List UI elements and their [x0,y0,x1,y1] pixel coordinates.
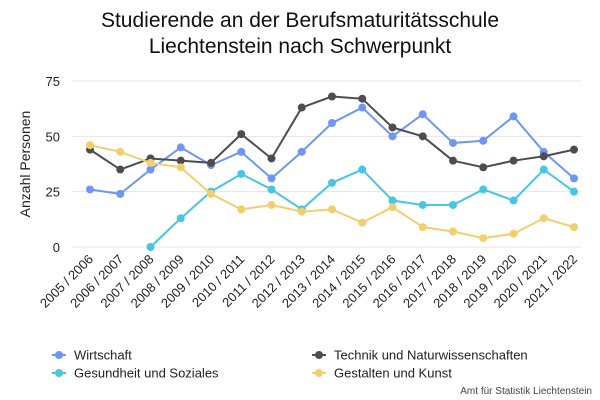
data-point [237,169,246,178]
legend-label: Technik und Naturwissenschaften [334,348,528,363]
data-point [388,196,397,205]
legend-item: Technik und Naturwissenschaften [312,348,528,363]
series-2 [146,165,578,251]
data-point [449,156,457,165]
data-point [388,203,397,212]
data-point [418,200,427,209]
legend-item: Gesundheit und Soziales [52,366,219,381]
legend-marker [315,351,323,359]
data-point [176,143,185,152]
data-point [358,165,367,174]
data-point [509,229,518,238]
data-point [86,141,94,150]
chart-title-line-2: Liechtenstein nach Schwerpunkt [149,35,452,58]
data-point [418,110,427,119]
data-point [570,223,578,232]
data-point [237,205,246,214]
series-line [89,95,575,171]
data-point [207,158,215,167]
data-point [570,187,578,196]
data-point [146,243,155,251]
legend-marker [55,369,63,377]
y-tick-labels: 0 25 50 75 [46,74,60,255]
data-point [267,185,276,194]
grid-lines [72,80,582,248]
legend-item: Gestalten und Kunst [312,366,452,381]
data-point [267,154,276,163]
series-3 [86,141,578,243]
data-point [358,103,367,112]
y-tick-label: 25 [46,185,60,200]
data-point [509,196,518,205]
data-point [358,94,367,103]
series-lines [86,92,578,251]
y-axis-label: Anzahl Personen [17,111,33,218]
data-point [146,158,155,167]
data-point [146,165,155,174]
data-point [388,132,397,141]
data-point [418,132,427,141]
data-point [237,147,246,156]
data-point [449,138,457,147]
data-point [86,185,94,194]
data-point [388,123,397,132]
data-point [207,189,215,198]
data-point [176,163,185,172]
data-point [539,165,548,174]
data-point [570,174,578,183]
data-point [509,112,518,121]
data-point [267,174,276,183]
source-note: Amt für Statistik Liechtenstein [460,386,592,397]
data-point [479,163,488,172]
data-point [479,136,488,145]
legend-marker [55,351,63,359]
data-point [297,207,306,216]
legend-label: Gestalten und Kunst [334,366,452,381]
data-point [116,147,125,156]
legend-marker [315,369,323,377]
data-point [176,214,185,223]
data-point [267,200,276,209]
data-point [449,200,457,209]
data-point [570,145,578,154]
y-tick-label: 50 [46,129,60,144]
legend-label: Wirtschaft [74,348,132,363]
data-point [116,165,125,174]
data-point [479,185,488,194]
data-point [176,156,185,165]
chart-title-line-1: Studierende an der Berufsmaturitätsschul… [101,9,499,32]
data-point [449,227,457,236]
series-0 [86,103,578,198]
y-tick-label: 0 [53,240,60,255]
legend: Wirtschaft Technik und Naturwissenschafte… [52,348,528,381]
legend-item: Wirtschaft [52,348,132,363]
data-point [328,92,336,101]
data-point [509,156,518,165]
data-point [237,130,246,139]
data-point [328,205,336,214]
data-point [297,103,306,112]
series-1 [86,92,578,174]
data-point [479,234,488,243]
y-tick-label: 75 [46,74,60,89]
data-point [328,119,336,128]
data-point [539,214,548,223]
legend-label: Gesundheit und Soziales [74,366,219,381]
data-point [116,189,125,198]
data-point [328,178,336,187]
data-point [297,147,306,156]
data-point [358,218,367,227]
data-point [539,152,548,161]
data-point [418,223,427,232]
